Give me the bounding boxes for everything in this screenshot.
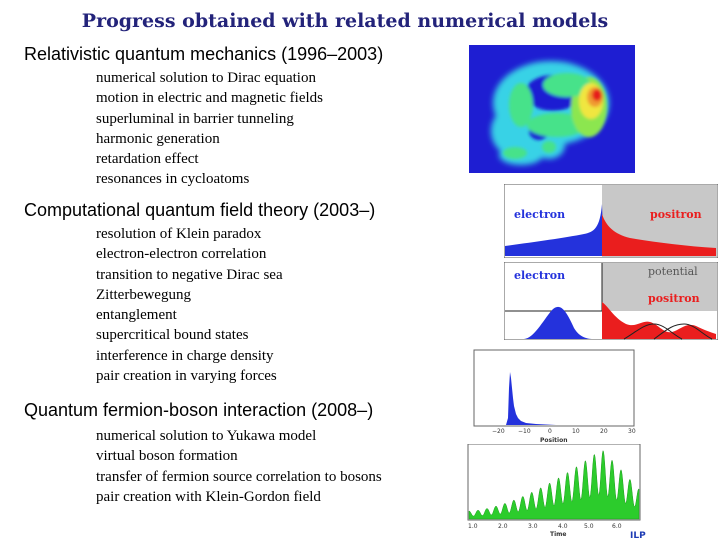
section-items-qft: resolution of Klein paradox electron-ele…: [96, 224, 283, 386]
list-item: resonances in cycloatoms: [96, 171, 250, 188]
position-tick: 10: [572, 428, 580, 435]
positron-label: positron: [650, 208, 702, 221]
slide-title: Progress obtained with related numerical…: [81, 10, 609, 32]
time-tick: 2.0: [498, 523, 508, 530]
list-item: pair creation with Klein-Gordon field: [96, 488, 321, 505]
list-item: harmonic generation: [96, 130, 220, 147]
list-item: resolution of Klein paradox: [96, 226, 262, 242]
position-tick: −20: [492, 428, 505, 435]
position-tick: 0: [548, 428, 552, 435]
section-items-relativistic: numerical solution to Dirac equation mot…: [96, 68, 323, 190]
list-item: transfer of fermion source correlation t…: [96, 468, 382, 485]
time-tick: 3.0: [528, 523, 538, 530]
list-item: motion in electric and magnetic fields: [96, 90, 324, 107]
list-item: entanglement: [96, 307, 177, 324]
section-heading-qft: Computational quantum field theory (2003…: [24, 200, 376, 220]
time-axis-label: Time: [550, 531, 566, 538]
position-distribution-figure: −20 −10 0 10 20 30 Position: [473, 349, 636, 444]
time-tick: 4.0: [558, 523, 568, 530]
time-tick: 6.0: [612, 523, 622, 530]
section-heading-relativistic: Relativistic quantum mechanics (1996–200…: [24, 44, 384, 64]
list-item: superluminal in barrier tunneling: [96, 110, 294, 127]
list-item: numerical solution to Yukawa model: [96, 428, 317, 444]
density-heatmap-figure: [469, 45, 635, 173]
time-tick: 1.0: [468, 523, 478, 530]
boson-oscillation-figure: 1.0 2.0 3.0 4.0 5.0 6.0 Time ILP: [467, 444, 646, 540]
electron-label: electron: [514, 269, 565, 282]
position-tick: −10: [518, 428, 531, 435]
positron-label: positron: [648, 292, 700, 305]
list-item: virtual boson formation: [96, 448, 238, 465]
potential-label: potential: [648, 265, 698, 278]
ilp-logo: ILP: [630, 531, 646, 540]
klein-paradox-panel-2: electron potential positron: [504, 262, 718, 340]
list-item: interference in charge density: [96, 347, 274, 364]
list-item: supercritical bound states: [96, 327, 249, 344]
list-item: pair creation in varying forces: [96, 368, 277, 385]
section-items-fermion-boson: numerical solution to Yukawa model virtu…: [96, 426, 382, 507]
list-item: numerical solution to Dirac equation: [96, 70, 316, 86]
position-axis-label: Position: [540, 437, 567, 444]
list-item: Zitterbewegung: [96, 286, 191, 303]
klein-paradox-panel-1: electron positron: [504, 184, 718, 258]
position-tick: 20: [600, 428, 608, 435]
position-tick: 30: [628, 428, 636, 435]
list-item: transition to negative Dirac sea: [96, 266, 283, 283]
electron-label: electron: [514, 208, 565, 221]
list-item: retardation effect: [96, 151, 199, 168]
oscillation-area: [468, 450, 640, 520]
time-tick: 5.0: [584, 523, 594, 530]
section-heading-fermion-boson: Quantum fermion-boson interaction (2008–…: [24, 400, 374, 420]
list-item: electron-electron correlation: [96, 246, 267, 263]
